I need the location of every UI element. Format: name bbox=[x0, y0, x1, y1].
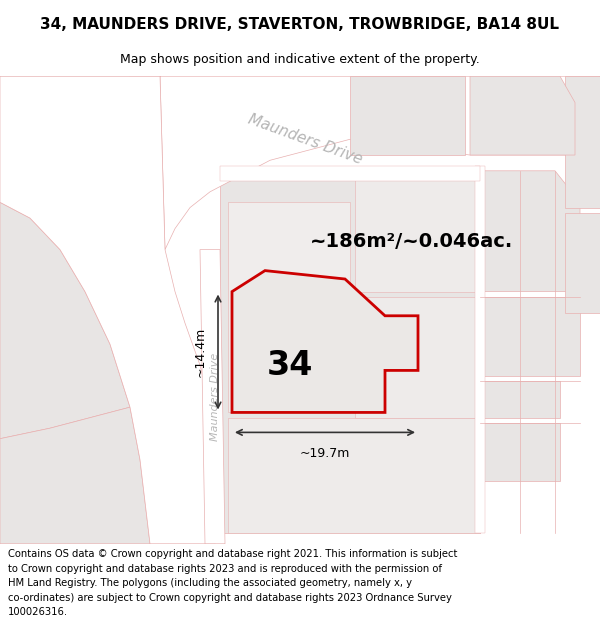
Polygon shape bbox=[480, 171, 580, 292]
Text: to Crown copyright and database rights 2023 and is reproduced with the permissio: to Crown copyright and database rights 2… bbox=[8, 564, 442, 574]
Text: ~186m²/~0.046ac.: ~186m²/~0.046ac. bbox=[310, 232, 513, 251]
Text: Maunders Drive: Maunders Drive bbox=[210, 352, 220, 441]
Text: 100026316.: 100026316. bbox=[8, 608, 68, 618]
Text: 34, MAUNDERS DRIVE, STAVERTON, TROWBRIDGE, BA14 8UL: 34, MAUNDERS DRIVE, STAVERTON, TROWBRIDG… bbox=[41, 17, 560, 32]
Text: Contains OS data © Crown copyright and database right 2021. This information is : Contains OS data © Crown copyright and d… bbox=[8, 549, 457, 559]
Text: 34: 34 bbox=[267, 349, 313, 382]
Text: co-ordinates) are subject to Crown copyright and database rights 2023 Ordnance S: co-ordinates) are subject to Crown copyr… bbox=[8, 593, 452, 603]
Polygon shape bbox=[0, 202, 130, 439]
Polygon shape bbox=[130, 76, 600, 249]
Polygon shape bbox=[228, 418, 480, 533]
Polygon shape bbox=[0, 76, 130, 155]
Text: HM Land Registry. The polygons (including the associated geometry, namely x, y: HM Land Registry. The polygons (includin… bbox=[8, 578, 412, 588]
Polygon shape bbox=[228, 202, 350, 412]
Text: ~19.7m: ~19.7m bbox=[300, 447, 350, 460]
Text: ~14.4m: ~14.4m bbox=[194, 326, 207, 377]
Polygon shape bbox=[232, 271, 418, 412]
Polygon shape bbox=[220, 166, 480, 181]
Text: Map shows position and indicative extent of the property.: Map shows position and indicative extent… bbox=[120, 53, 480, 66]
Polygon shape bbox=[480, 381, 560, 418]
Polygon shape bbox=[0, 407, 150, 544]
Polygon shape bbox=[470, 76, 575, 155]
Polygon shape bbox=[565, 76, 600, 208]
Polygon shape bbox=[350, 76, 465, 155]
Polygon shape bbox=[480, 423, 560, 481]
Polygon shape bbox=[20, 144, 120, 229]
Polygon shape bbox=[355, 297, 480, 418]
Polygon shape bbox=[480, 297, 580, 376]
Text: Maunders Drive: Maunders Drive bbox=[246, 112, 364, 167]
Polygon shape bbox=[200, 249, 225, 544]
Polygon shape bbox=[475, 166, 485, 533]
Polygon shape bbox=[565, 213, 600, 312]
Polygon shape bbox=[0, 76, 220, 544]
Polygon shape bbox=[355, 171, 480, 292]
Polygon shape bbox=[220, 171, 480, 533]
